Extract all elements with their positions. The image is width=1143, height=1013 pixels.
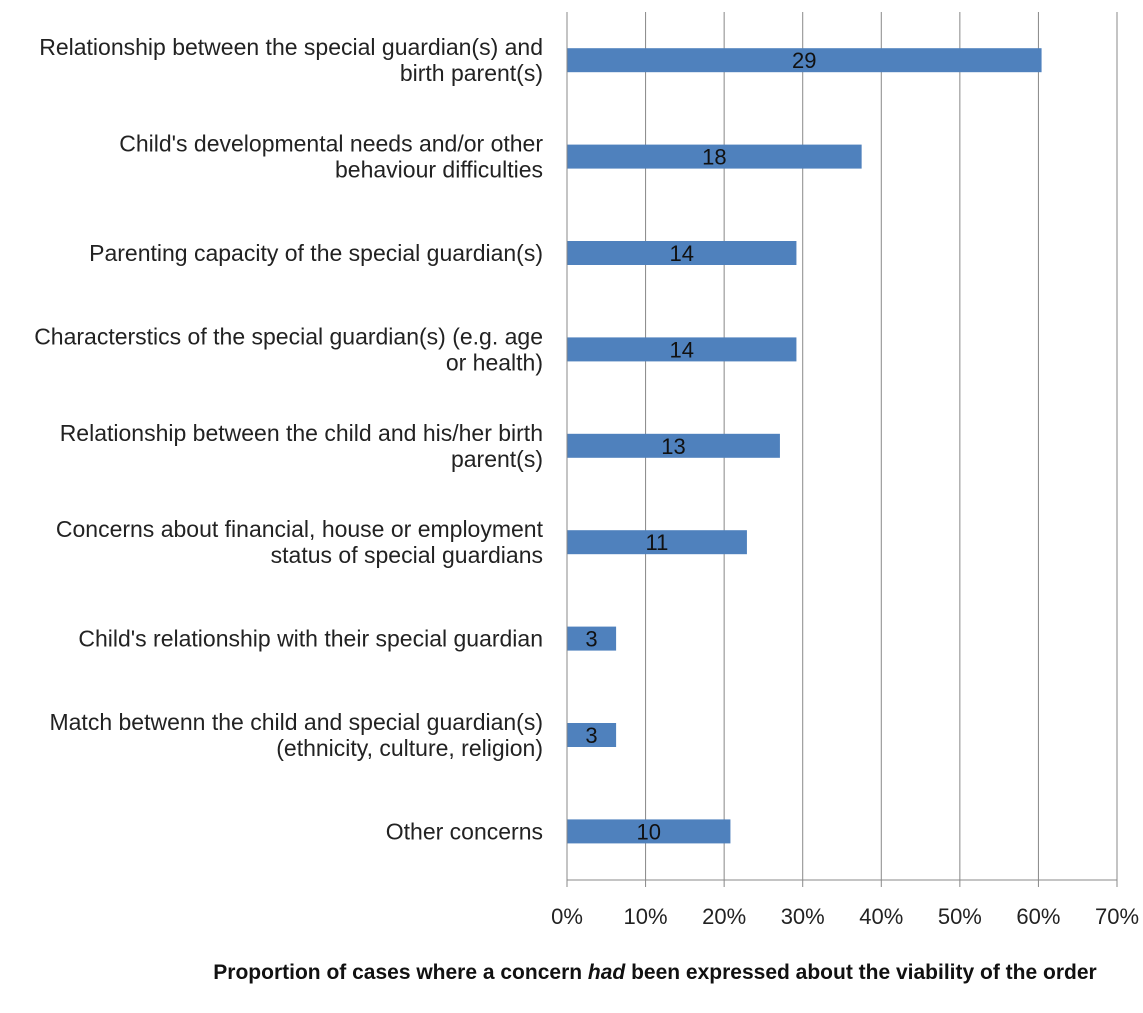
x-tick-label: 30%: [781, 904, 825, 929]
category-label: Relationship between the child and his/h…: [60, 420, 543, 446]
bar-data-label: 13: [661, 434, 685, 459]
bar: [567, 48, 1042, 73]
category-label: (ethnicity, culture, religion): [276, 735, 543, 761]
category-label: parent(s): [451, 446, 543, 472]
x-axis-title-text: been expressed about the viability of th…: [625, 961, 1097, 984]
bar-data-label: 10: [636, 819, 660, 844]
category-label: Match betwenn the child and special guar…: [49, 709, 543, 735]
x-tick-label: 40%: [859, 904, 903, 929]
category-label: Child's relationship with their special …: [78, 626, 543, 652]
category-label: or health): [446, 349, 543, 375]
category-label: Relationship between the special guardia…: [39, 34, 543, 60]
category-label: Other concerns: [386, 818, 543, 844]
bar: [567, 433, 780, 458]
bar: [567, 819, 731, 844]
category-label: Concerns about financial, house or emplo…: [56, 516, 544, 542]
bar-data-label: 29: [792, 48, 816, 73]
category-label: behaviour difficulties: [335, 157, 543, 183]
bar-data-label: 14: [669, 337, 693, 362]
bar-data-label: 3: [585, 627, 597, 652]
bars: 29 18 14 14 13 11 3 3 10: [567, 48, 1042, 844]
bar-data-label: 14: [669, 241, 693, 266]
x-axis-title-emphasis: had: [587, 961, 626, 984]
category-label: Child's developmental needs and/or other: [119, 131, 543, 157]
bar-data-label: 11: [646, 530, 669, 555]
x-tick-label: 20%: [702, 904, 746, 929]
category-label: birth parent(s): [400, 60, 543, 86]
x-tick-label: 50%: [938, 904, 982, 929]
category-label: status of special guardians: [271, 542, 543, 568]
x-axis-title: Proportion of cases where a concern had …: [150, 958, 1143, 987]
bar-data-label: 18: [702, 145, 726, 170]
bar-data-label: 3: [585, 723, 597, 748]
bar: [567, 337, 797, 362]
x-tick-label: 70%: [1095, 904, 1139, 929]
x-tick-labels: 0% 10% 20% 30% 40% 50% 60% 70%: [551, 904, 1139, 929]
axes: [566, 12, 1118, 887]
x-tick-label: 0%: [551, 904, 583, 929]
bar: [567, 144, 862, 169]
x-axis-title-text: Proportion of cases where a concern: [213, 961, 588, 984]
bar: [567, 723, 617, 747]
category-label: Parenting capacity of the special guardi…: [89, 240, 543, 266]
category-label: Characterstics of the special guardian(s…: [34, 323, 543, 349]
x-tick-label: 60%: [1016, 904, 1060, 929]
bar: [567, 530, 747, 555]
bar: [567, 626, 617, 651]
x-tick-label: 10%: [624, 904, 668, 929]
category-labels: Relationship between the special guardia…: [34, 34, 543, 844]
bar: [567, 241, 797, 265]
